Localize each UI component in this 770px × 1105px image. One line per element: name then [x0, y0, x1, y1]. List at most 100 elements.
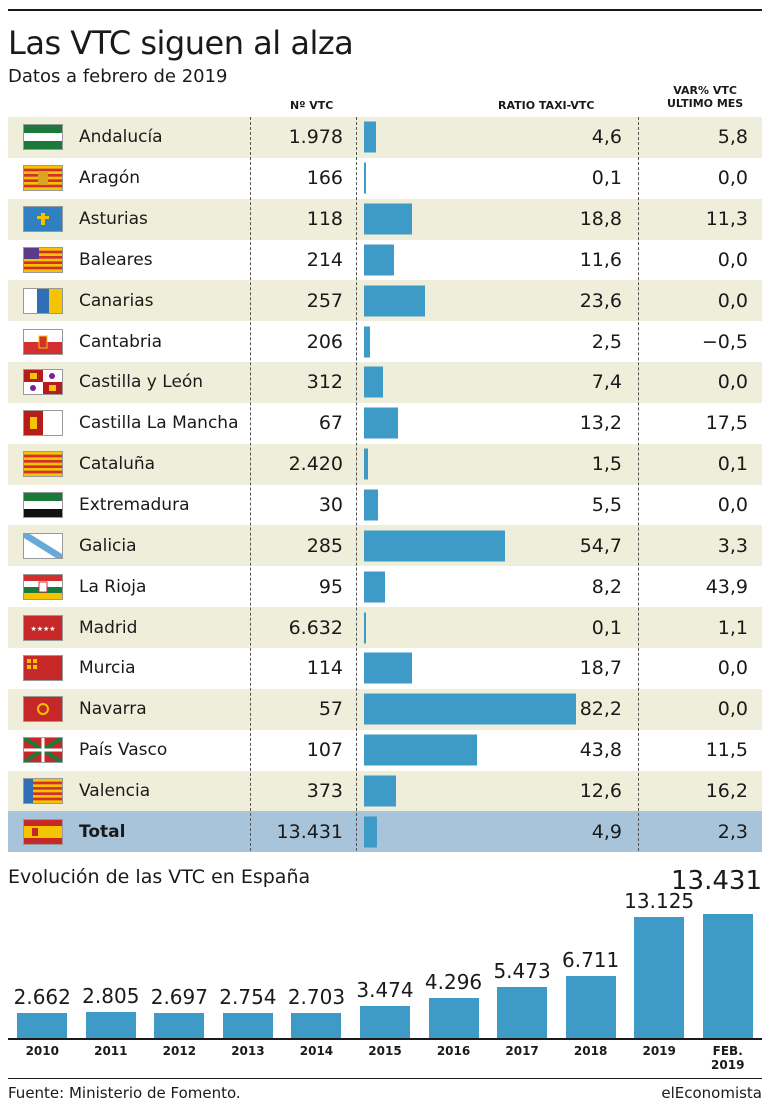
baleares-flag-icon [23, 246, 63, 273]
ratio-value: 23,6 [579, 289, 622, 312]
ratio-bar [364, 244, 394, 276]
evolution-bar [428, 998, 479, 1038]
la-rioja-flag-icon [23, 573, 63, 600]
header-var: VAR% VTC ULTIMO MES [667, 84, 743, 110]
ratio-value: 5,5 [591, 494, 622, 517]
var-value: 17,5 [705, 412, 748, 435]
svg-text:★★★★: ★★★★ [30, 625, 55, 633]
region-name: Andalucía [79, 127, 163, 148]
nvtc-value: 285 [306, 534, 343, 557]
table-row: Galicia 285 54,7 3,3 [8, 525, 762, 567]
evolution-value-label: 2.703 [287, 985, 346, 1010]
evolution-highlight-value: 13.431 [671, 866, 762, 896]
region-name: La Rioja [79, 576, 147, 597]
ratio-bar [364, 285, 425, 317]
table-row: ★★★★ Madrid 6.632 0,1 1,1 [8, 607, 762, 648]
divider-line [638, 117, 639, 851]
ratio-value: 13,2 [579, 412, 622, 435]
ratio-value: 8,2 [591, 575, 622, 598]
evolution-bar [634, 916, 685, 1038]
region-name: Castilla La Mancha [79, 413, 239, 434]
andalucia-flag-icon [23, 124, 63, 151]
galicia-flag-icon [23, 532, 63, 559]
ratio-bar [364, 326, 371, 358]
var-value: 0,0 [717, 371, 748, 394]
ratio-bar [364, 366, 384, 398]
evolution-value-label: 6.711 [561, 948, 620, 973]
var-value: 0,1 [717, 453, 748, 476]
var-value: 0,0 [717, 248, 748, 271]
var-value: 0,0 [717, 167, 748, 190]
var-value: 16,2 [705, 779, 748, 802]
var-value: 2,3 [717, 820, 748, 843]
ratio-bar [364, 612, 366, 644]
aragon-flag-icon [23, 165, 63, 192]
divider-line [250, 117, 251, 851]
brand-logo: elEconomista [661, 1084, 762, 1102]
x-tick-label: 2012 [162, 1044, 197, 1058]
ratio-value: 18,8 [579, 208, 622, 231]
evolution-value-label: 2.697 [150, 985, 208, 1010]
ratio-value: 7,4 [591, 371, 622, 394]
top-rule [8, 9, 762, 11]
ratio-value: 0,1 [591, 616, 622, 639]
page-subtitle: Datos a febrero de 2019 [8, 66, 228, 87]
table-row: Extremadura 30 5,5 0,0 [8, 485, 762, 526]
table-row: La Rioja 95 8,2 43,9 [8, 566, 762, 607]
ratio-value: 11,6 [579, 248, 622, 271]
var-value: 43,9 [705, 575, 748, 598]
ratio-value: 0,1 [591, 167, 622, 190]
table-row: Aragón 166 0,1 0,0 [8, 158, 762, 199]
header-ratio: RATIO TAXI-VTC [498, 99, 595, 112]
table-row: Castilla y León 312 7,4 0,0 [8, 362, 762, 403]
cantabria-flag-icon [23, 328, 63, 355]
valencia-flag-icon [23, 777, 63, 804]
ratio-bar [364, 652, 413, 684]
region-name: Cantabria [79, 331, 163, 352]
ratio-value: 18,7 [579, 657, 622, 680]
region-name: Extremadura [79, 495, 190, 516]
ratio-bar [364, 203, 413, 235]
castilla-la-mancha-flag-icon [23, 410, 63, 437]
table-row: Valencia 373 12,6 16,2 [8, 770, 762, 812]
evolution-value-label: 4.296 [424, 970, 483, 995]
var-value: −0,5 [701, 330, 748, 353]
navarra-flag-icon [23, 696, 63, 723]
var-value: 1,1 [717, 616, 748, 639]
madrid-flag-icon: ★★★★ [23, 614, 63, 641]
ratio-bar [364, 407, 399, 439]
ratio-bar [364, 530, 506, 562]
evolution-value-label: 5.473 [493, 959, 551, 984]
evolution-bar [565, 976, 616, 1038]
ratio-bar [364, 775, 397, 807]
ratio-bar [364, 448, 368, 480]
x-tick-label: 2019 [642, 1044, 676, 1058]
page-title: Las VTC siguen al alza [8, 24, 354, 62]
table-row: Cantabria 206 2,5 −0,5 [8, 321, 762, 362]
ratio-value: 2,5 [591, 330, 622, 353]
table-row: Andalucía 1.978 4,6 5,8 [8, 117, 762, 158]
nvtc-value: 312 [306, 371, 343, 394]
evolution-value-label: 3.474 [356, 977, 414, 1002]
x-tick-label: FEB. 2019 [711, 1044, 745, 1072]
x-axis-line [8, 1038, 762, 1040]
nvtc-value: 6.632 [288, 616, 343, 639]
x-tick-label: 2013 [231, 1044, 265, 1058]
total-row: Total 13.431 4,9 2,3 [8, 811, 762, 853]
table-row: Canarias 257 23,6 0,0 [8, 280, 762, 322]
evolution-bar [17, 1013, 68, 1038]
region-name: Total [79, 821, 126, 842]
source-note: Fuente: Ministerio de Fomento. [8, 1084, 241, 1102]
var-value: 11,5 [705, 739, 748, 762]
nvtc-value: 257 [306, 289, 343, 312]
x-tick-label: 2016 [436, 1044, 471, 1058]
evolution-title: Evolución de las VTC en España [8, 866, 311, 888]
nvtc-value: 206 [306, 330, 343, 353]
evolution-value-label: 2.662 [13, 985, 71, 1010]
canarias-flag-icon [23, 287, 63, 314]
evolution-bar [360, 1005, 410, 1038]
nvtc-value: 13.431 [276, 820, 343, 843]
region-name: Madrid [79, 617, 138, 638]
x-tick-label: 2010 [25, 1044, 59, 1058]
evolution-value-label: 2.805 [82, 984, 140, 1009]
